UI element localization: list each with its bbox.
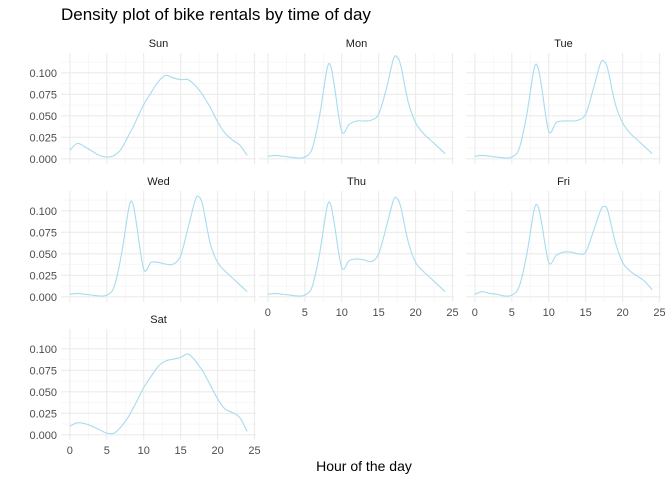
x-tick-label: 5 bbox=[302, 307, 308, 319]
panel-grid-thu bbox=[259, 191, 454, 302]
y-tick-label: 0.050 bbox=[29, 111, 57, 123]
facet-panels: Sun 0.000 0.025 0.050 0.075 0.100 Mon Tue Wed 0.0… bbox=[29, 38, 665, 457]
y-tick-label: 0.000 bbox=[29, 292, 57, 304]
panel-sun: Sun 0.000 0.025 0.050 0.075 0.100 bbox=[29, 38, 256, 166]
panel-grid-mon bbox=[259, 53, 454, 164]
density-line-fri bbox=[474, 203, 653, 297]
x-tick-label: 20 bbox=[211, 445, 223, 457]
x-tick-label: 20 bbox=[616, 307, 628, 319]
density-line-wed bbox=[69, 195, 248, 297]
panel-sat: Sat 0.000 0.025 0.050 0.075 0.100 0 5 10 15 20 25 bbox=[29, 314, 260, 457]
panel-wed: Wed 0.000 0.025 0.050 0.075 0.100 bbox=[29, 176, 256, 304]
x-tick-label: 20 bbox=[409, 307, 421, 319]
x-tick-label: 25 bbox=[653, 307, 665, 319]
x-tick-label: 0 bbox=[265, 307, 271, 319]
x-tick-label: 5 bbox=[509, 307, 515, 319]
panel-grid-wed bbox=[61, 191, 256, 302]
panel-grid-sat bbox=[61, 329, 256, 440]
y-tick-label: 0.025 bbox=[29, 132, 57, 144]
x-tick-label: 10 bbox=[336, 307, 348, 319]
panel-grid-fri bbox=[466, 191, 661, 302]
density-line-mon bbox=[267, 55, 446, 159]
y-tick-label: 0.000 bbox=[29, 430, 57, 442]
panel-label-fri: Fri bbox=[557, 176, 570, 188]
panel-mon: Mon bbox=[259, 38, 454, 164]
y-tick-label: 0.025 bbox=[29, 408, 57, 420]
x-tick-label: 25 bbox=[248, 445, 260, 457]
panel-label-sat: Sat bbox=[150, 314, 167, 326]
y-tick-label: 0.075 bbox=[29, 89, 57, 101]
chart-title: Density plot of bike rentals by time of … bbox=[61, 5, 371, 24]
x-tick-label: 15 bbox=[373, 307, 385, 319]
x-tick-label: 0 bbox=[472, 307, 478, 319]
density-line-sat bbox=[69, 353, 248, 435]
x-tick-label: 5 bbox=[104, 445, 110, 457]
y-tick-label: 0.075 bbox=[29, 227, 57, 239]
panel-fri: Fri 0 5 10 15 20 25 bbox=[466, 176, 666, 319]
y-tick-label: 0.025 bbox=[29, 270, 57, 282]
y-tick-label: 0.100 bbox=[29, 206, 57, 218]
panel-label-wed: Wed bbox=[147, 176, 169, 188]
x-axis-label: Hour of the day bbox=[316, 458, 412, 474]
y-tick-label: 0.050 bbox=[29, 387, 57, 399]
x-tick-label: 10 bbox=[543, 307, 555, 319]
panel-tue: Tue bbox=[466, 38, 661, 164]
panel-label-thu: Thu bbox=[347, 176, 366, 188]
x-tick-label: 25 bbox=[446, 307, 458, 319]
panel-label-tue: Tue bbox=[554, 38, 573, 50]
panel-label-sun: Sun bbox=[149, 38, 169, 50]
y-tick-label: 0.100 bbox=[29, 344, 57, 356]
x-tick-label: 15 bbox=[580, 307, 592, 319]
x-tick-label: 15 bbox=[175, 445, 187, 457]
panel-grid-tue bbox=[466, 53, 661, 164]
y-tick-label: 0.000 bbox=[29, 154, 57, 166]
panel-label-mon: Mon bbox=[346, 38, 367, 50]
y-tick-label: 0.075 bbox=[29, 365, 57, 377]
density-line-tue bbox=[474, 59, 653, 159]
panel-thu: Thu 0 5 10 15 20 25 bbox=[259, 176, 459, 319]
y-tick-label: 0.100 bbox=[29, 68, 57, 80]
y-tick-label: 0.050 bbox=[29, 249, 57, 261]
panel-grid-sun bbox=[61, 53, 256, 164]
density-line-sun bbox=[69, 74, 248, 158]
x-tick-label: 10 bbox=[138, 445, 150, 457]
density-line-thu bbox=[267, 196, 446, 297]
x-tick-label: 0 bbox=[67, 445, 73, 457]
